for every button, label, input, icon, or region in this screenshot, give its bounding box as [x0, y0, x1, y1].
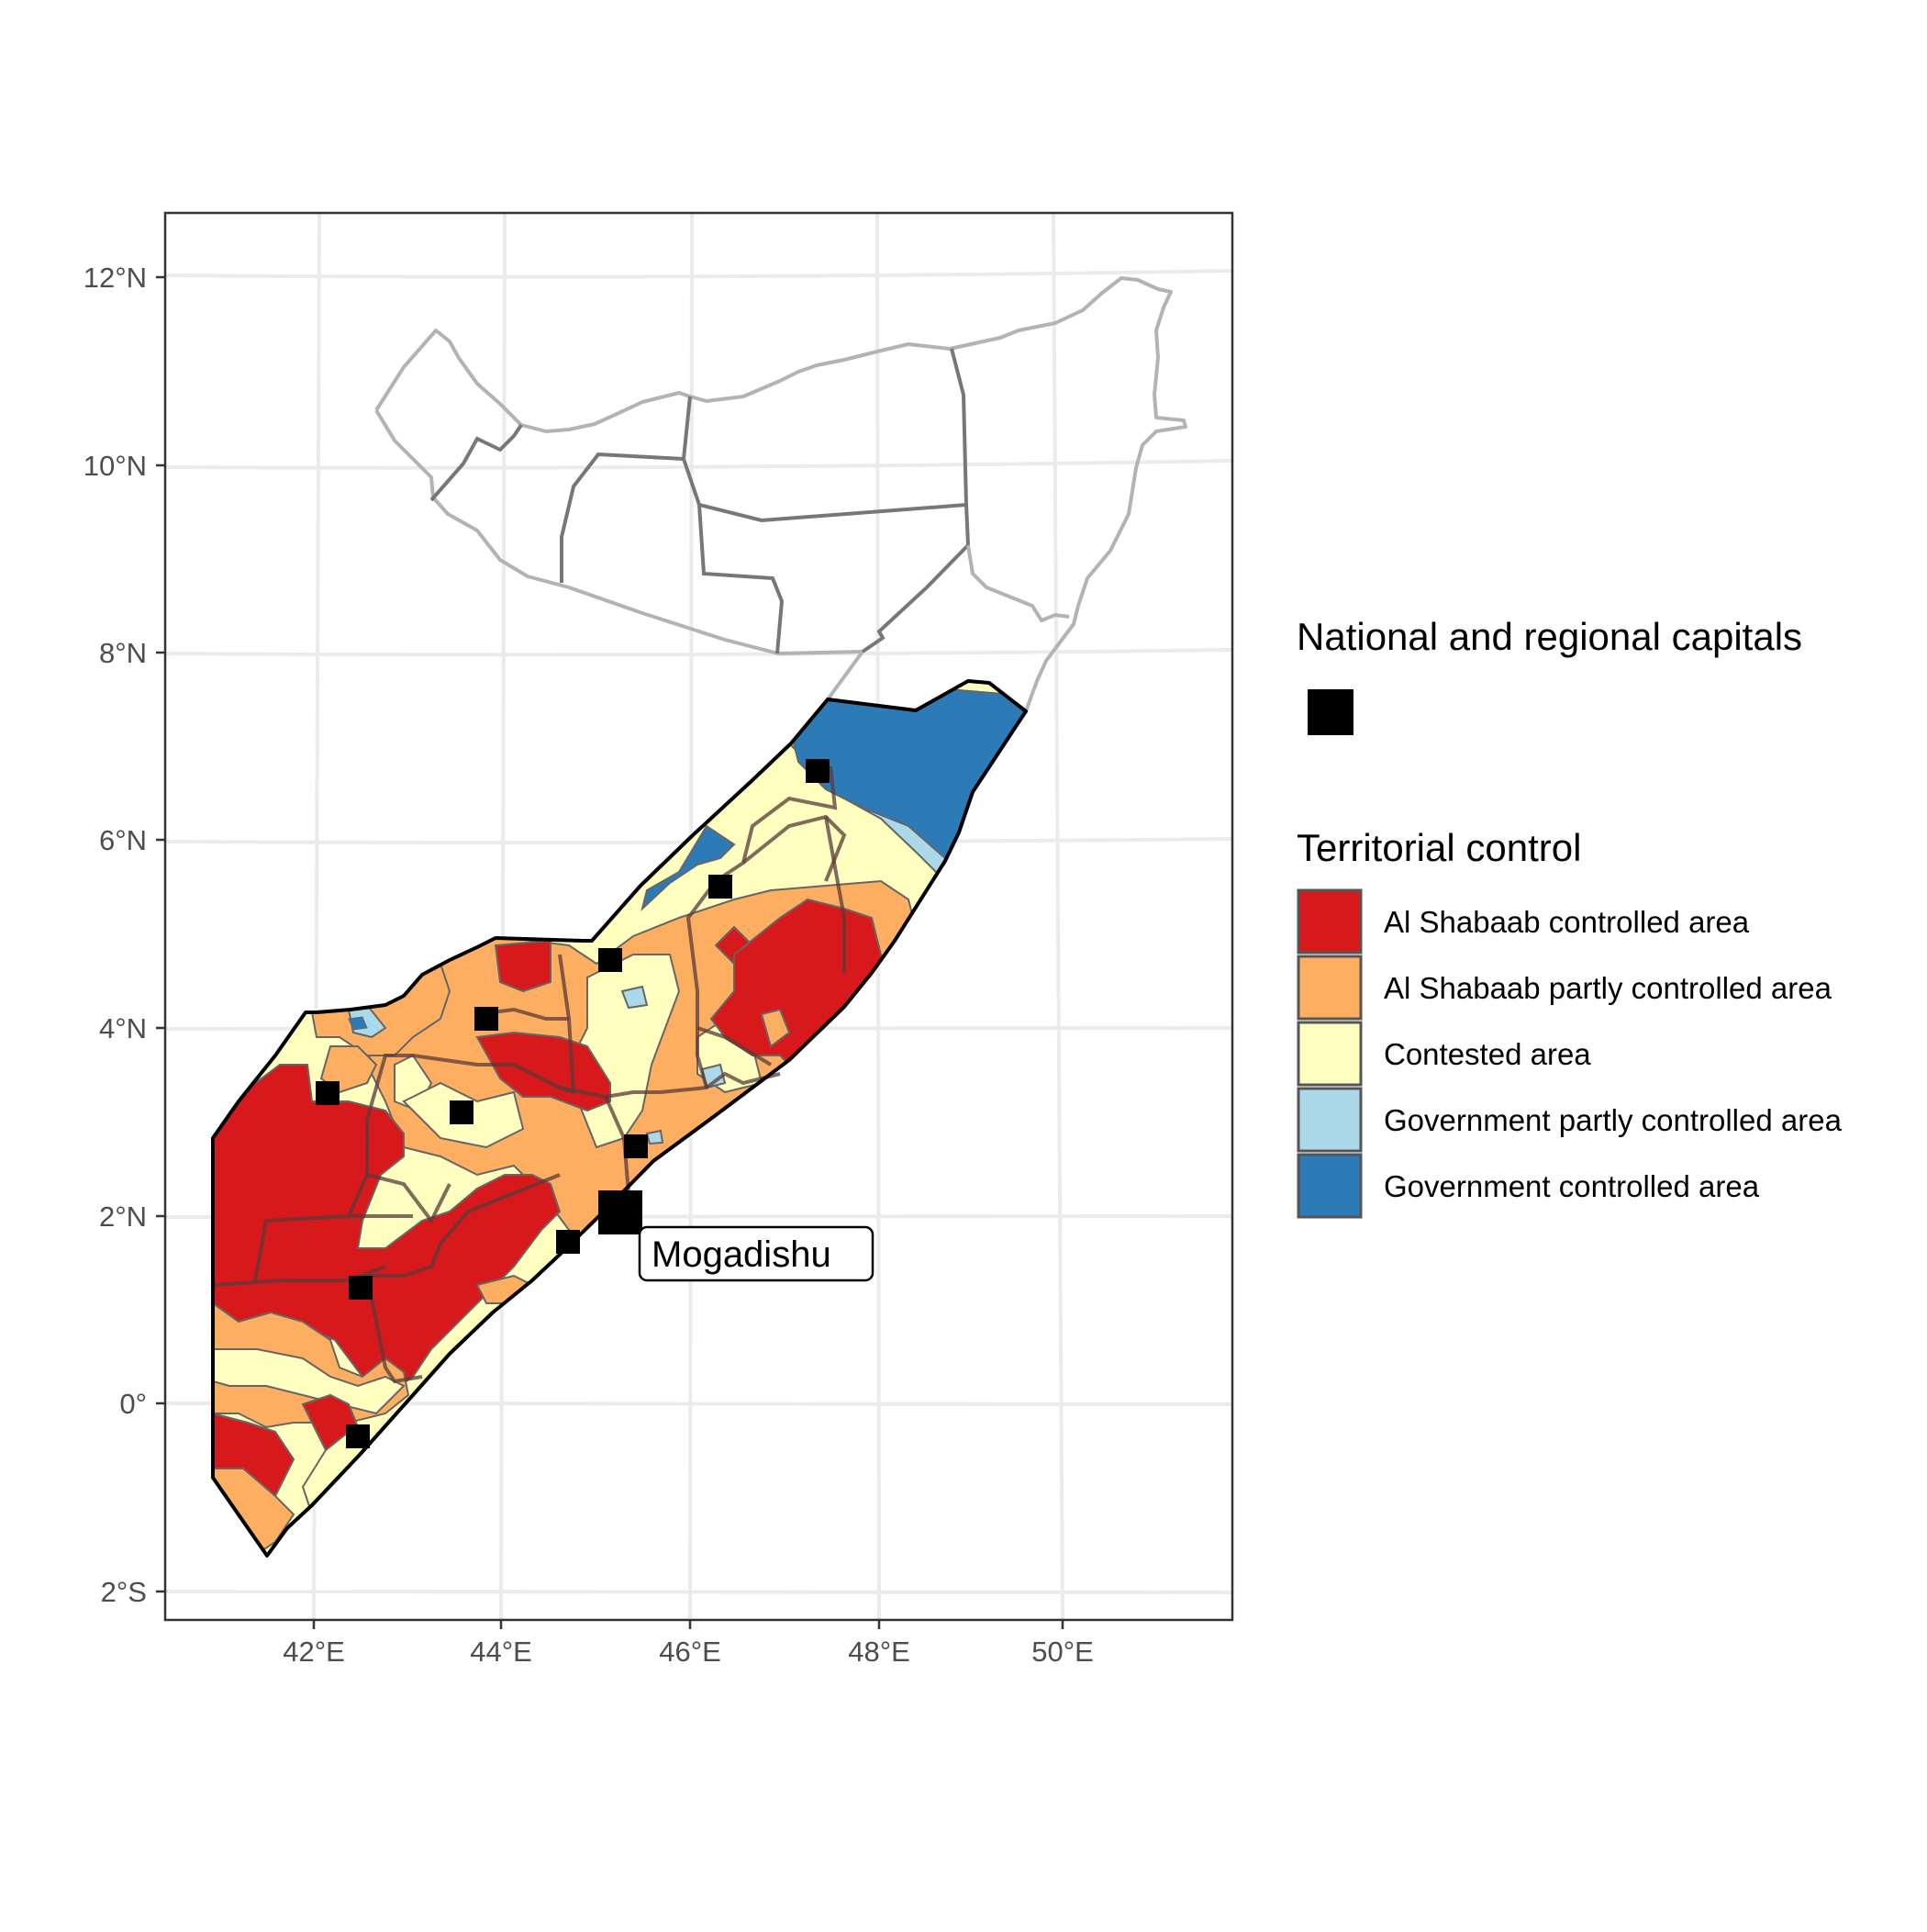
legend-key-gov-partly [1297, 1087, 1363, 1153]
x-axis-labels: 42°E 44°E 46°E 48°E 50°E [283, 1636, 1094, 1668]
y-tick-label: 10°N [84, 450, 147, 482]
x-tick-label: 50°E [1031, 1636, 1094, 1668]
legend-label: Al Shabaab controlled area [1384, 905, 1750, 939]
y-axis [156, 275, 165, 1593]
capital-marker [450, 1100, 473, 1124]
capital-marker [806, 759, 830, 783]
x-tick-label: 44°E [470, 1636, 532, 1668]
y-tick-label: 4°N [99, 1012, 147, 1044]
y-axis-labels: 12°N 10°N 8°N 6°N 4°N 2°N 0° 2°S [84, 262, 147, 1608]
legend-territorial: Territorial control Al Shabaab controlle… [1297, 826, 1843, 1219]
southern-somalia-boundary [211, 679, 1028, 1558]
y-tick-label: 2°N [99, 1201, 147, 1233]
legend-label: Contested area [1384, 1037, 1591, 1071]
legend-territorial-title: Territorial control [1297, 826, 1581, 869]
x-tick-label: 48°E [848, 1636, 910, 1668]
capital-marker [708, 875, 732, 899]
capital-marker [624, 1134, 648, 1158]
legend-label: Al Shabaab partly controlled area [1384, 971, 1832, 1005]
national-capital-marker [598, 1190, 642, 1234]
y-tick-label: 2°S [101, 1576, 147, 1608]
y-tick-label: 12°N [84, 262, 147, 294]
x-axis [312, 1620, 1064, 1629]
capital-marker [598, 948, 622, 972]
legend-key-gov [1297, 1153, 1363, 1219]
legend-capitals: National and regional capitals [1297, 615, 1802, 735]
northern-region-outline [374, 276, 1187, 712]
x-tick-label: 46°E [659, 1636, 721, 1668]
y-tick-label: 6°N [99, 824, 147, 856]
y-tick-label: 8°N [99, 637, 147, 669]
legend-key-contested [1297, 1021, 1363, 1087]
legend-label: Government controlled area [1384, 1169, 1760, 1203]
capital-marker [556, 1230, 580, 1254]
mogadishu-label-box [638, 1225, 874, 1282]
mogadishu-label: Mogadishu [652, 1234, 831, 1275]
legend-key-al-shabaab-partly [1297, 955, 1363, 1021]
x-tick-label: 42°E [283, 1636, 345, 1668]
legend-capital-key [1308, 689, 1353, 735]
y-tick-label: 0° [119, 1388, 147, 1420]
panel-border [163, 211, 1234, 1622]
capital-marker [349, 1276, 373, 1300]
capital-marker [474, 1007, 498, 1031]
legend-capitals-title: National and regional capitals [1297, 615, 1802, 658]
southern-regional-borders [212, 765, 847, 1384]
capital-marker [346, 1424, 370, 1448]
capital-markers [316, 759, 830, 1448]
legend-key-al-shabaab [1297, 888, 1363, 955]
legend-label: Government partly controlled area [1384, 1103, 1843, 1137]
capital-marker [316, 1081, 340, 1105]
